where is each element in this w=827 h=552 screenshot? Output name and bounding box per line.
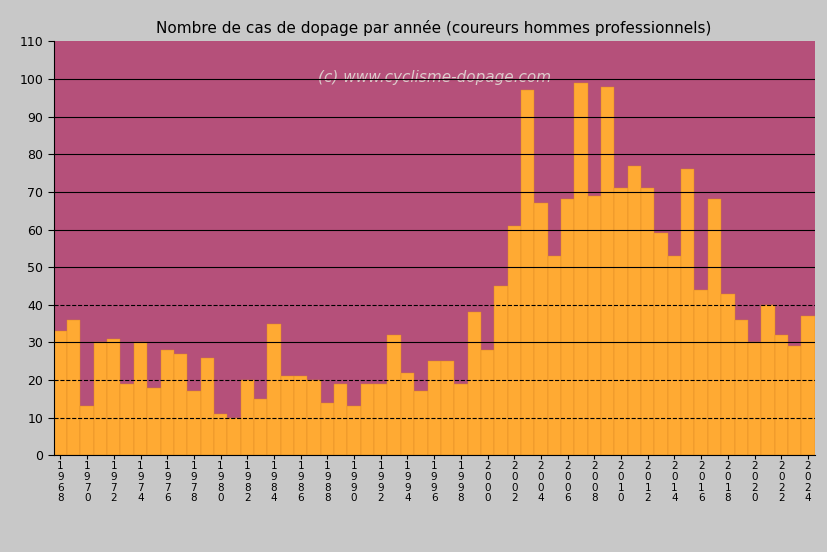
- Bar: [254, 399, 267, 455]
- Bar: [160, 350, 174, 455]
- Bar: [347, 406, 361, 455]
- Bar: [401, 373, 414, 455]
- Bar: [721, 294, 734, 455]
- Bar: [761, 305, 775, 455]
- Bar: [775, 335, 788, 455]
- Text: (c) www.cyclisme-dopage.com: (c) www.cyclisme-dopage.com: [318, 70, 551, 86]
- Bar: [641, 188, 654, 455]
- Bar: [467, 312, 480, 455]
- Bar: [201, 358, 214, 455]
- Bar: [588, 196, 601, 455]
- Bar: [708, 199, 721, 455]
- Bar: [508, 226, 521, 455]
- Bar: [414, 391, 428, 455]
- Bar: [495, 286, 508, 455]
- Bar: [480, 350, 495, 455]
- Bar: [681, 169, 695, 455]
- Bar: [534, 203, 547, 455]
- Bar: [121, 384, 134, 455]
- Bar: [294, 376, 308, 455]
- Bar: [214, 414, 227, 455]
- Bar: [80, 406, 93, 455]
- Bar: [547, 256, 561, 455]
- Bar: [654, 233, 667, 455]
- Bar: [108, 339, 121, 455]
- Bar: [67, 320, 80, 455]
- Bar: [801, 316, 815, 455]
- Bar: [280, 376, 294, 455]
- Bar: [334, 384, 347, 455]
- Bar: [388, 335, 401, 455]
- Bar: [321, 403, 334, 455]
- Bar: [374, 384, 388, 455]
- Bar: [441, 362, 454, 455]
- Bar: [748, 342, 761, 455]
- Bar: [521, 91, 534, 455]
- Bar: [628, 166, 641, 455]
- Bar: [734, 320, 748, 455]
- Bar: [187, 391, 201, 455]
- Bar: [308, 380, 321, 455]
- Bar: [788, 346, 801, 455]
- Bar: [428, 362, 441, 455]
- Bar: [134, 342, 147, 455]
- Bar: [614, 188, 628, 455]
- Title: Nombre de cas de dopage par année (coureurs hommes professionnels): Nombre de cas de dopage par année (coure…: [156, 20, 712, 36]
- Bar: [561, 199, 574, 455]
- Bar: [454, 384, 467, 455]
- Bar: [147, 388, 160, 455]
- Bar: [667, 256, 681, 455]
- Bar: [601, 87, 614, 455]
- Bar: [174, 354, 187, 455]
- Bar: [54, 331, 67, 455]
- Bar: [361, 384, 374, 455]
- Bar: [574, 83, 588, 455]
- Bar: [241, 380, 254, 455]
- Bar: [93, 342, 108, 455]
- Bar: [227, 418, 241, 455]
- Bar: [695, 290, 708, 455]
- Bar: [267, 323, 280, 455]
